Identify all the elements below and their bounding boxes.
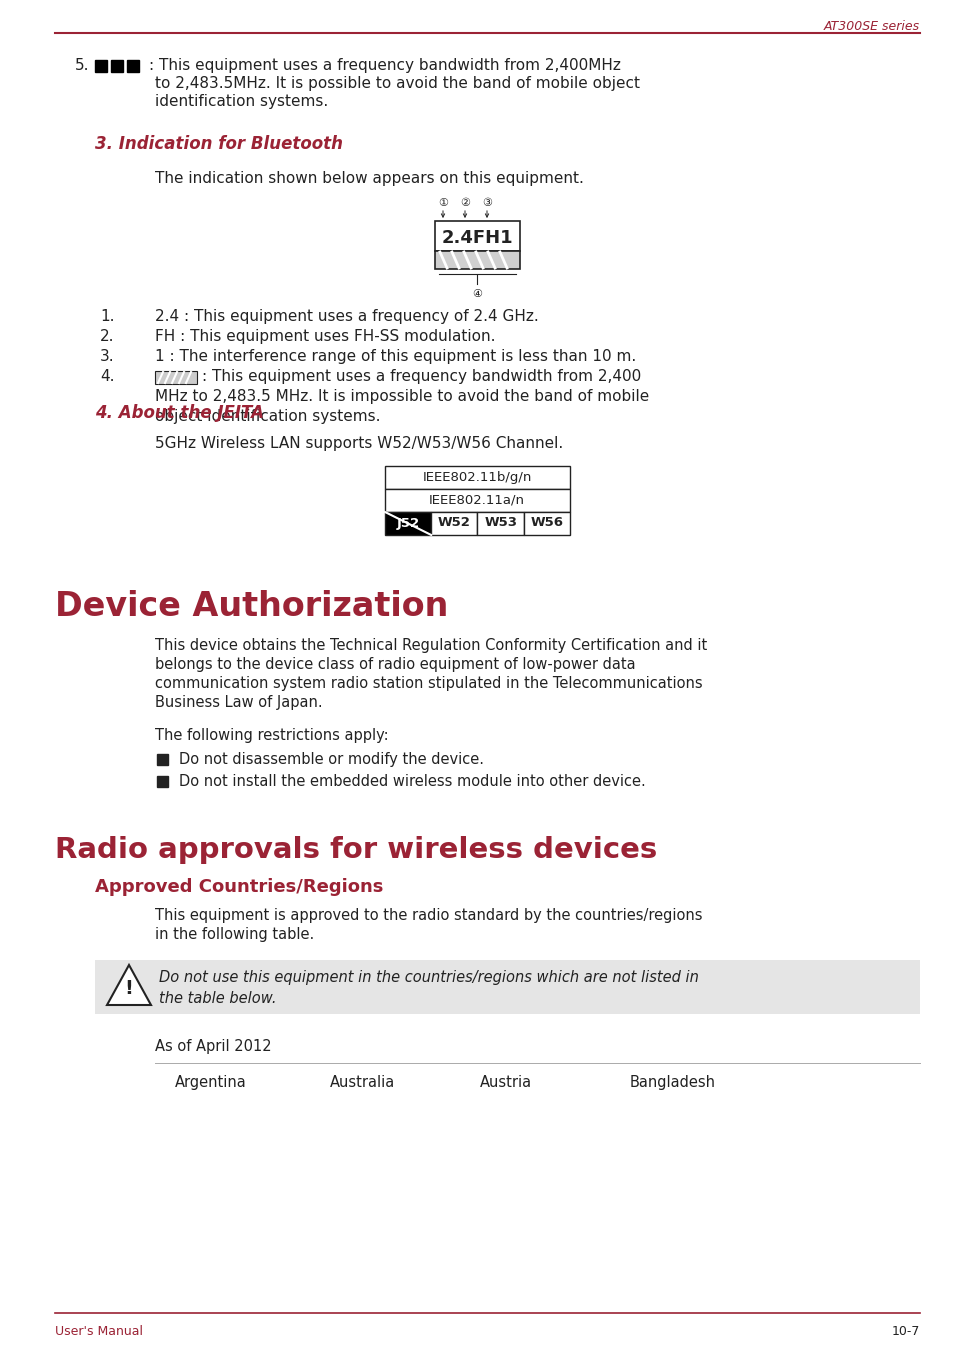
Text: object identification systems.: object identification systems. bbox=[154, 409, 380, 424]
Bar bbox=[95, 61, 107, 73]
Bar bbox=[157, 776, 168, 787]
Bar bbox=[431, 512, 477, 535]
Bar bbox=[435, 221, 519, 252]
Bar bbox=[127, 61, 139, 73]
Bar bbox=[111, 61, 123, 73]
Text: identification systems.: identification systems. bbox=[154, 94, 328, 109]
Text: ③: ③ bbox=[481, 198, 492, 208]
Text: 1 : The interference range of this equipment is less than 10 m.: 1 : The interference range of this equip… bbox=[154, 348, 636, 364]
Polygon shape bbox=[107, 964, 151, 1005]
Text: belongs to the device class of radio equipment of low-power data: belongs to the device class of radio equ… bbox=[154, 656, 635, 672]
Text: Device Authorization: Device Authorization bbox=[55, 590, 448, 623]
Bar bbox=[477, 512, 523, 535]
Text: 2.4 : This equipment uses a frequency of 2.4 GHz.: 2.4 : This equipment uses a frequency of… bbox=[154, 309, 538, 324]
Text: communication system radio station stipulated in the Telecommunications: communication system radio station stipu… bbox=[154, 677, 702, 691]
Text: to 2,483.5MHz. It is possible to avoid the band of mobile object: to 2,483.5MHz. It is possible to avoid t… bbox=[154, 77, 639, 91]
Text: Do not install the embedded wireless module into other device.: Do not install the embedded wireless mod… bbox=[179, 773, 645, 790]
Text: 4. About the JEITA: 4. About the JEITA bbox=[95, 404, 264, 422]
Text: IEEE802.11b/g/n: IEEE802.11b/g/n bbox=[422, 471, 531, 483]
Text: This equipment is approved to the radio standard by the countries/regions: This equipment is approved to the radio … bbox=[154, 908, 701, 923]
Text: As of April 2012: As of April 2012 bbox=[154, 1038, 272, 1054]
Text: Radio approvals for wireless devices: Radio approvals for wireless devices bbox=[55, 837, 657, 863]
Text: ①: ① bbox=[437, 198, 448, 208]
Bar bbox=[385, 512, 431, 535]
Text: 1.: 1. bbox=[100, 309, 114, 324]
Text: Do not disassemble or modify the device.: Do not disassemble or modify the device. bbox=[179, 752, 483, 767]
Text: Approved Countries/Regions: Approved Countries/Regions bbox=[95, 878, 383, 896]
Text: Bangladesh: Bangladesh bbox=[629, 1075, 716, 1089]
Text: User's Manual: User's Manual bbox=[55, 1325, 143, 1338]
Text: in the following table.: in the following table. bbox=[154, 927, 314, 941]
Text: The indication shown below appears on this equipment.: The indication shown below appears on th… bbox=[154, 171, 583, 186]
Text: AT300SE series: AT300SE series bbox=[823, 20, 919, 34]
Text: Business Law of Japan.: Business Law of Japan. bbox=[154, 695, 322, 710]
Text: J52: J52 bbox=[396, 516, 419, 530]
Text: 2.: 2. bbox=[100, 330, 114, 344]
Text: FH : This equipment uses FH-SS modulation.: FH : This equipment uses FH-SS modulatio… bbox=[154, 330, 495, 344]
Bar bbox=[154, 371, 196, 385]
Bar bbox=[95, 960, 919, 1014]
Text: Australia: Australia bbox=[330, 1075, 395, 1089]
Text: Do not use this equipment in the countries/regions which are not listed in: Do not use this equipment in the countri… bbox=[159, 970, 699, 985]
Text: 4.: 4. bbox=[100, 369, 114, 385]
Text: ④: ④ bbox=[472, 289, 481, 299]
Text: This device obtains the Technical Regulation Conformity Certification and it: This device obtains the Technical Regula… bbox=[154, 638, 706, 654]
Text: The following restrictions apply:: The following restrictions apply: bbox=[154, 728, 388, 742]
Text: : This equipment uses a frequency bandwidth from 2,400: : This equipment uses a frequency bandwi… bbox=[202, 369, 640, 385]
Text: 2.4FH1: 2.4FH1 bbox=[440, 229, 513, 247]
Text: !: ! bbox=[125, 979, 133, 998]
Text: Argentina: Argentina bbox=[174, 1075, 247, 1089]
Text: 3.: 3. bbox=[100, 348, 114, 364]
Text: W56: W56 bbox=[530, 516, 563, 530]
Text: 5GHz Wireless LAN supports W52/W53/W56 Channel.: 5GHz Wireless LAN supports W52/W53/W56 C… bbox=[154, 436, 562, 451]
Bar bbox=[385, 490, 569, 512]
Text: Austria: Austria bbox=[479, 1075, 532, 1089]
Text: W52: W52 bbox=[437, 516, 471, 530]
Bar bbox=[385, 465, 569, 490]
Bar bbox=[435, 252, 519, 269]
Text: : This equipment uses a frequency bandwidth from 2,400MHz: : This equipment uses a frequency bandwi… bbox=[149, 58, 620, 73]
Text: the table below.: the table below. bbox=[159, 991, 276, 1006]
Text: IEEE802.11a/n: IEEE802.11a/n bbox=[429, 494, 524, 507]
Text: W53: W53 bbox=[483, 516, 517, 530]
Bar bbox=[523, 512, 569, 535]
Text: 5.: 5. bbox=[75, 58, 90, 73]
Text: ②: ② bbox=[459, 198, 470, 208]
Text: MHz to 2,483.5 MHz. It is impossible to avoid the band of mobile: MHz to 2,483.5 MHz. It is impossible to … bbox=[154, 389, 649, 404]
Text: 3. Indication for Bluetooth: 3. Indication for Bluetooth bbox=[95, 134, 343, 153]
Bar bbox=[157, 755, 168, 765]
Text: 10-7: 10-7 bbox=[891, 1325, 919, 1338]
